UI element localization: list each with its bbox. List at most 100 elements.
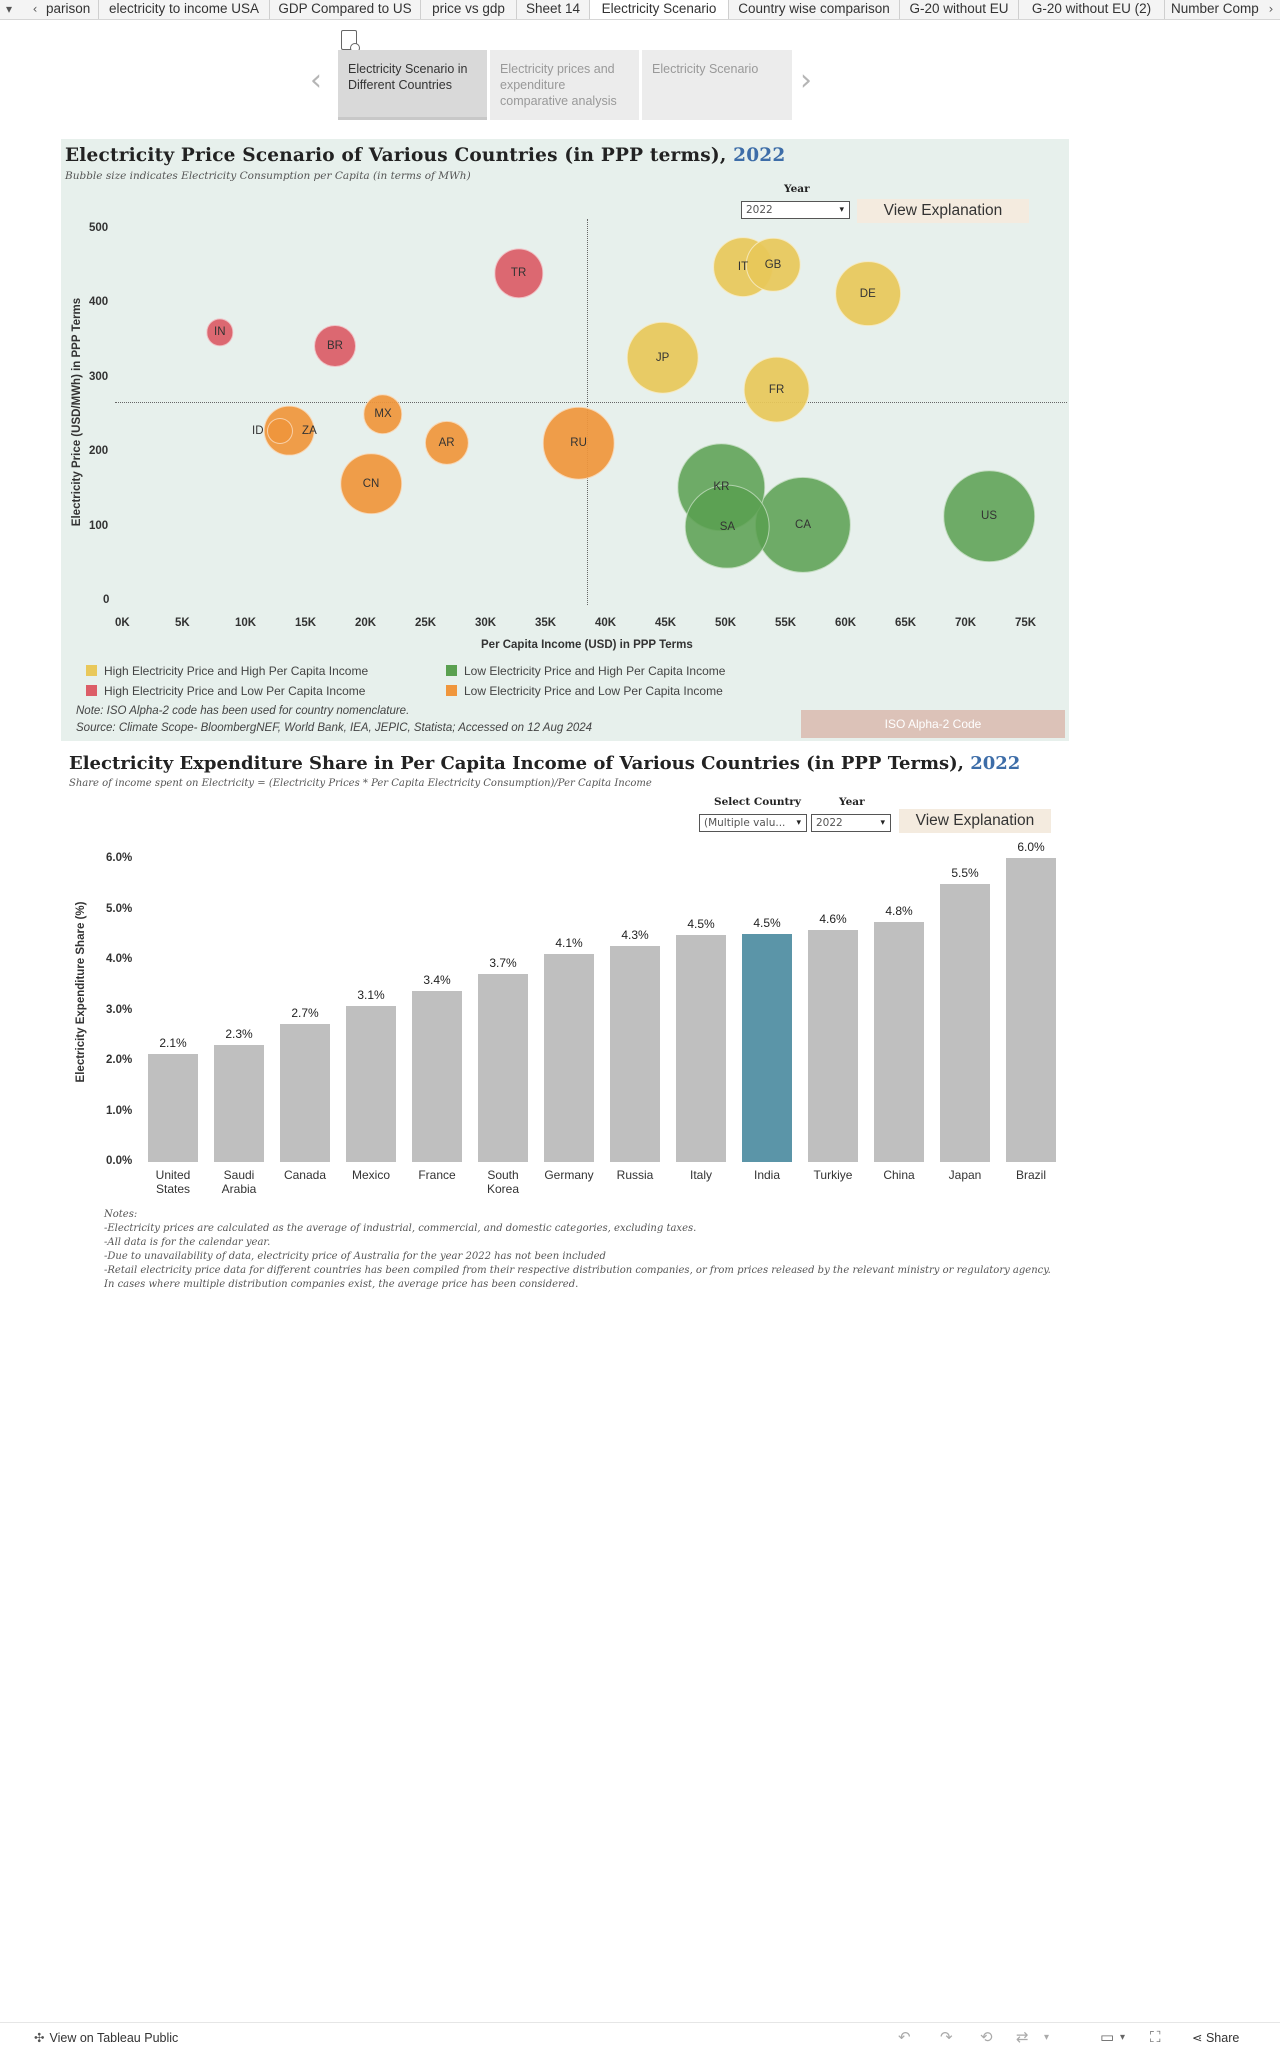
bar-value-label: 2.3% (225, 1027, 253, 1042)
bubble-id[interactable] (266, 418, 293, 445)
tab-g20-without-eu[interactable]: G-20 without EU (900, 0, 1019, 19)
tab-scroll-right-icon[interactable]: › (1262, 0, 1280, 19)
view-explanation-button[interactable]: View Explanation (857, 199, 1029, 223)
bubble-ca[interactable] (754, 477, 852, 574)
refresh-icon[interactable]: ⇄ (1016, 2028, 1029, 2046)
bar-mexico[interactable] (346, 1006, 396, 1162)
bubble-us[interactable] (943, 470, 1035, 563)
bar-y-tick: 2.0% (106, 1054, 133, 1066)
bubble-tr[interactable] (493, 248, 544, 299)
bar-italy[interactable] (676, 935, 726, 1162)
redo-icon[interactable]: ↷ (940, 2028, 953, 2046)
year-filter-select-2[interactable]: 2022 ▾ (811, 814, 891, 832)
scatter-x-tick: 15K (295, 617, 317, 629)
bubble-gb[interactable] (745, 237, 801, 292)
scatter-x-tick: 35K (535, 617, 557, 629)
tab-sheet-14[interactable]: Sheet 14 (517, 0, 590, 19)
tableau-logo-icon: ✣ (34, 2031, 45, 2045)
bar-china[interactable] (874, 921, 924, 1162)
scatter-y-tick: 100 (89, 519, 109, 532)
country-filter-label: Select Country (714, 796, 801, 808)
story-point-3[interactable]: Electricity Scenario (642, 50, 792, 120)
bar-turkiye[interactable] (808, 929, 858, 1162)
bubble-fr[interactable] (743, 356, 810, 424)
bar-y-tick: 6.0% (106, 852, 133, 864)
year-filter-select[interactable]: 2022 ▾ (741, 201, 850, 219)
price-scenario-title: Electricity Price Scenario of Various Co… (65, 145, 786, 166)
revert-icon[interactable]: ⟲ (980, 2028, 993, 2046)
bar-category-label: Canada (283, 1168, 327, 1182)
share-button[interactable]: ⋖ Share (1192, 2031, 1240, 2045)
bar-brazil[interactable] (1006, 858, 1056, 1162)
bar-india[interactable] (742, 933, 792, 1162)
tab-number-comp[interactable]: Number Comp (1171, 1, 1259, 16)
scatter-y-axis-title: Electricity Price (USD/MWh) in PPP Terms (71, 297, 83, 527)
iso-note: Note: ISO Alpha-2 code has been used for… (76, 705, 410, 717)
expenditure-share-subtitle: Share of income spent on Electricity = (… (69, 778, 652, 789)
bar-y-tick: 3.0% (106, 1003, 133, 1016)
bubble-sa[interactable] (685, 484, 770, 570)
comment-menu-caret-icon[interactable]: ▾ (1120, 2032, 1126, 2043)
bar-value-label: 4.8% (885, 903, 913, 918)
bubble-br[interactable] (314, 325, 356, 368)
tab-menu-caret-icon[interactable]: ▾ (0, 0, 18, 19)
undo-icon[interactable]: ↶ (898, 2028, 911, 2046)
bar-united-states[interactable] (148, 1053, 198, 1162)
bubble-label-ar: AR (438, 436, 455, 449)
bar-south-korea[interactable] (478, 974, 528, 1162)
comment-icon[interactable]: ▭ (1100, 2028, 1115, 2046)
story-point-1[interactable]: Electricity Scenario in Different Countr… (338, 50, 487, 120)
bubble-jp[interactable] (626, 321, 699, 394)
view-explanation-button-2[interactable]: View Explanation (899, 809, 1051, 833)
bar-category-label: Brazil (1015, 1168, 1046, 1182)
bubble-in[interactable] (206, 318, 234, 346)
bar-france[interactable] (412, 991, 462, 1162)
tab-scroll-left-icon[interactable]: ‹ (26, 0, 44, 19)
bubble-ru[interactable] (542, 407, 615, 480)
story-prev-arrow-icon[interactable]: ‹ (310, 63, 322, 98)
bar-category-label: Japan (948, 1168, 982, 1182)
story-next-arrow-icon[interactable]: › (800, 63, 812, 98)
bar-canada[interactable] (280, 1023, 330, 1162)
bar-saudi-arabia[interactable] (214, 1045, 264, 1162)
bar-value-label: 2.1% (159, 1035, 187, 1050)
bubble-label-gb: GB (764, 258, 782, 271)
bubble-cn[interactable] (340, 452, 402, 515)
bubble-label-fr: FR (768, 383, 785, 396)
expenditure-share-title: Electricity Expenditure Share in Per Cap… (69, 753, 1021, 774)
legend-swatch (446, 665, 457, 676)
refresh-menu-caret-icon[interactable]: ▾ (1044, 2032, 1050, 2043)
bar-value-label: 5.5% (951, 865, 979, 880)
bubble-label-za: ZA (302, 424, 317, 437)
scatter-x-tick: 40K (595, 617, 617, 629)
scatter-x-tick: 5K (175, 617, 190, 629)
legend-swatch (86, 665, 97, 676)
bubble-label-cn: CN (362, 477, 380, 490)
tab-country-wise-comparison[interactable]: Country wise comparison (729, 0, 900, 19)
tab-price-vs-gdp[interactable]: price vs gdp (421, 0, 517, 19)
country-filter-select[interactable]: (Multiple valu... ▾ (699, 814, 807, 832)
tab-parison[interactable]: parison (44, 0, 99, 19)
fullscreen-icon[interactable]: ⛶ (1150, 2028, 1161, 2046)
bubble-ar[interactable] (424, 420, 469, 465)
bar-y-tick: 0.0% (106, 1155, 133, 1167)
scatter-x-tick: 45K (655, 617, 677, 629)
iso-alpha2-code-button[interactable]: ISO Alpha-2 Code (801, 710, 1065, 738)
bar-russia[interactable] (610, 945, 660, 1162)
bubble-mx[interactable] (363, 394, 403, 434)
view-on-tableau-public-link[interactable]: ✣ View on Tableau Public (34, 2031, 179, 2045)
tab-g20-without-eu-2[interactable]: G-20 without EU (2) (1019, 0, 1165, 19)
bar-germany[interactable] (544, 954, 594, 1162)
bubble-label-ca: CA (795, 519, 811, 532)
bar-value-label: 3.1% (357, 988, 385, 1003)
story-point-2[interactable]: Electricity prices and expenditure compa… (490, 50, 639, 120)
bubble-de[interactable] (834, 260, 901, 327)
bar-japan[interactable] (940, 883, 990, 1162)
legend-low-price-high-income: Low Electricity Price and High Per Capit… (446, 664, 725, 678)
tab-gdp-compared-to-us[interactable]: GDP Compared to US (270, 0, 421, 19)
scatter-x-axis-title: Per Capita Income (USD) in PPP Terms (481, 639, 693, 651)
tab-electricity-to-income-usa[interactable]: electricity to income USA (99, 0, 270, 19)
bubble-label-id: ID (252, 425, 264, 438)
scatter-x-tick: 65K (895, 617, 917, 629)
tab-electricity-scenario[interactable]: Electricity Scenario (590, 0, 729, 19)
